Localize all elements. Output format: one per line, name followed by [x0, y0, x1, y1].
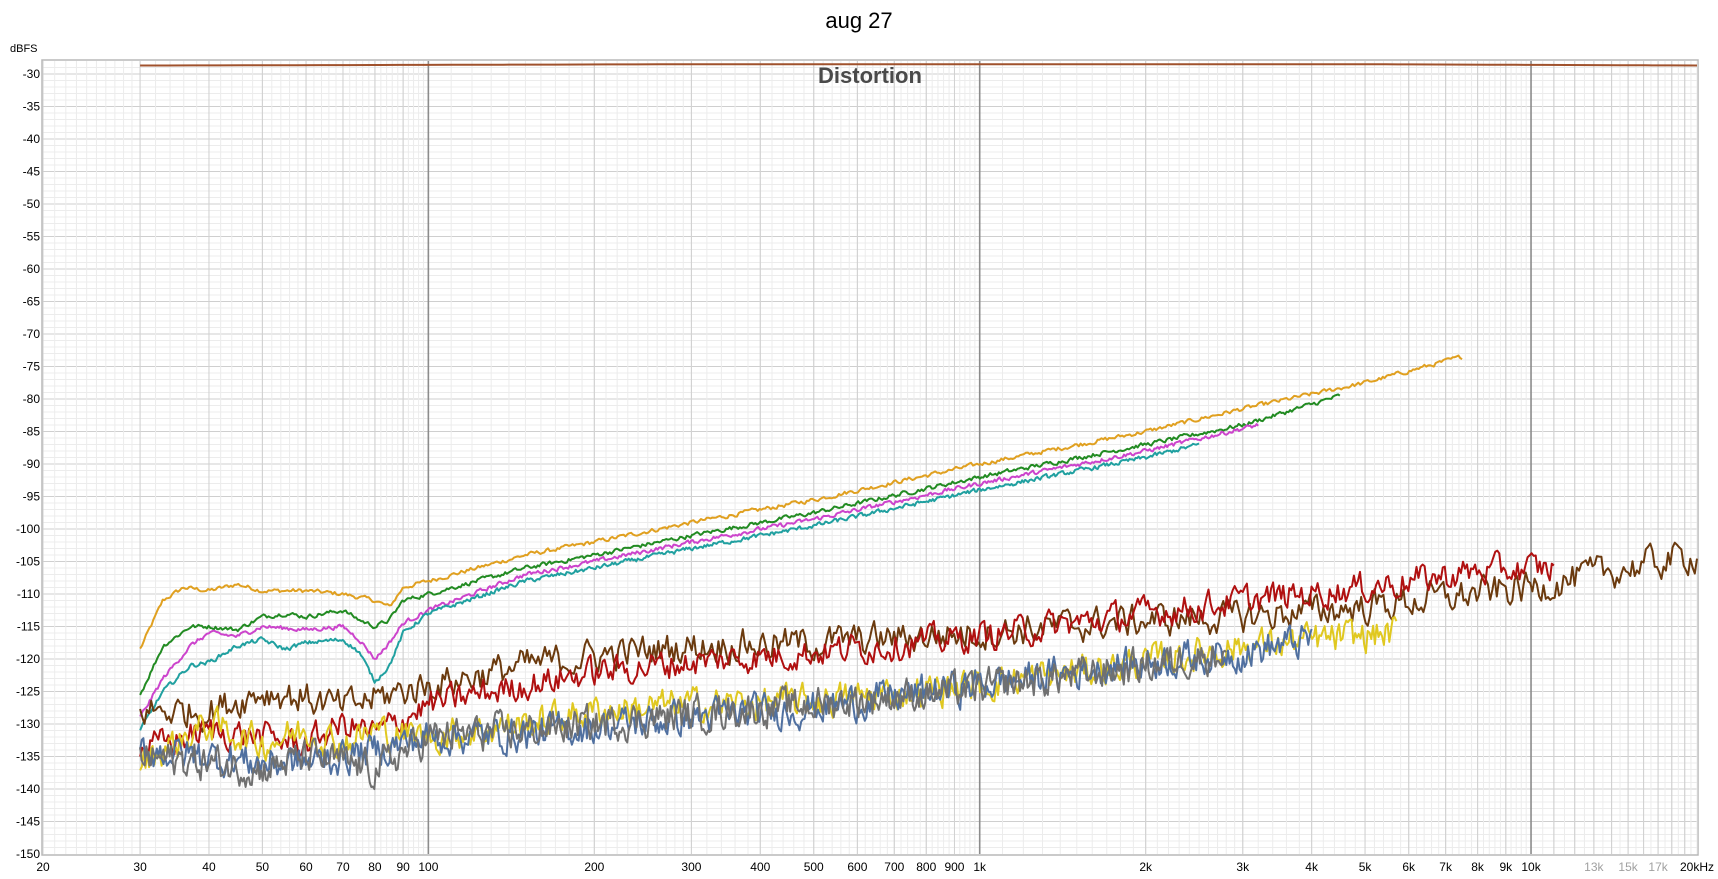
y-tick-label: -105	[16, 555, 40, 569]
x-tick-label: 300	[681, 860, 701, 874]
x-tick-label: 7k	[1439, 860, 1453, 874]
y-tick-label: -30	[23, 67, 41, 81]
series-line-4	[139, 423, 1259, 717]
x-tick-label: 6k	[1402, 860, 1416, 874]
x-tick-label: 40	[202, 860, 216, 874]
y-tick-label: -100	[16, 522, 40, 536]
series-line-1	[140, 63, 1698, 67]
x-tick-label: 3k	[1236, 860, 1250, 874]
x-tick-label: 17k	[1648, 860, 1668, 874]
x-tick-label: 900	[944, 860, 964, 874]
x-tick-label: 100	[418, 860, 438, 874]
x-ticks: 20 30 40 50 60 70 80 90 100 200 300 400 500 600 700 800…	[36, 860, 1714, 874]
y-tick-label: -120	[16, 652, 40, 666]
y-tick-label: -115	[17, 620, 40, 634]
y-tick-label: -75	[23, 360, 41, 374]
y-tick-label: -35	[23, 100, 41, 114]
y-tick-label: -125	[16, 685, 40, 699]
x-tick-label: 80	[368, 860, 382, 874]
y-tick-label: -95	[23, 490, 41, 504]
x-tick-label: 600	[847, 860, 867, 874]
x-tick-label: 1k	[973, 860, 987, 874]
x-tick-label: 15k	[1618, 860, 1638, 874]
series-line-3	[139, 393, 1341, 696]
series-line-9	[139, 624, 1313, 779]
x-tick-label: 9k	[1499, 860, 1513, 874]
grid	[42, 61, 1698, 854]
y-ticks: -30 -35 -40 -45 -50 -55 -60 -65 -70 -75 -80 -85 -90 -…	[16, 67, 40, 861]
x-tick-label: 20kHz	[1680, 860, 1714, 874]
y-tick-label: -60	[23, 262, 41, 276]
x-tick-label: 2k	[1139, 860, 1153, 874]
x-tick-label: 60	[299, 860, 313, 874]
x-tick-label: 90	[396, 860, 410, 874]
chart-subtitle: Distortion	[818, 63, 922, 88]
y-tick-label: -55	[23, 230, 41, 244]
x-tick-label: 400	[750, 860, 770, 874]
series-line-10	[139, 645, 1227, 791]
y-tick-label: -40	[23, 132, 41, 146]
y-tick-label: -90	[23, 457, 41, 471]
y-axis-label: dBFS	[10, 43, 38, 55]
series-line-2	[139, 354, 1463, 650]
x-tick-label: 800	[916, 860, 936, 874]
series-line-5	[139, 442, 1200, 731]
series-line-8	[139, 616, 1398, 771]
y-tick-label: -140	[16, 782, 40, 796]
x-tick-label: 8k	[1471, 860, 1485, 874]
y-tick-label: -110	[17, 587, 40, 601]
y-tick-label: -80	[23, 392, 41, 406]
x-tick-label: 13k	[1584, 860, 1604, 874]
y-tick-label: -85	[23, 425, 41, 439]
series-group	[139, 63, 1698, 791]
chart-title: aug 27	[825, 8, 893, 33]
x-tick-label: 50	[256, 860, 270, 874]
y-tick-label: -150	[16, 847, 40, 861]
x-tick-label: 70	[336, 860, 350, 874]
x-tick-label: 500	[804, 860, 824, 874]
y-tick-label: -70	[23, 327, 41, 341]
y-tick-label: -50	[23, 197, 41, 211]
y-tick-label: -135	[16, 750, 40, 764]
x-tick-label: 4k	[1305, 860, 1319, 874]
x-tick-label: 200	[584, 860, 604, 874]
series-line-6	[139, 541, 1698, 733]
y-tick-label: -65	[23, 295, 41, 309]
x-tick-label: 700	[884, 860, 904, 874]
y-tick-label: -45	[23, 165, 41, 179]
x-tick-label: 30	[133, 860, 147, 874]
y-tick-label: -130	[16, 717, 40, 731]
y-tick-label: -145	[16, 815, 40, 829]
x-tick-label: 10k	[1521, 860, 1541, 874]
x-tick-label: 5k	[1359, 860, 1373, 874]
x-tick-label: 20	[36, 860, 50, 874]
